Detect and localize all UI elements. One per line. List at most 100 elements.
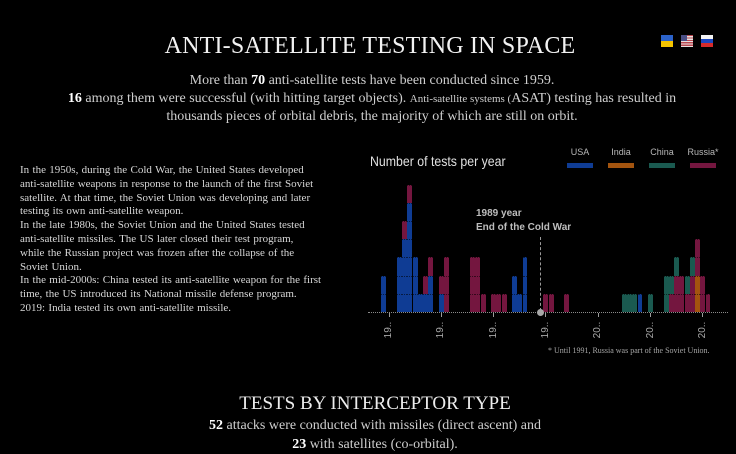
bar-segment-russia <box>480 293 486 312</box>
bar-segment-china <box>663 293 669 312</box>
history-line: In the late 1980s, the Soviet Union and … <box>20 219 305 232</box>
bar-segment-usa <box>428 293 434 312</box>
interceptor-line-2: 23 with satellites (co-orbital). <box>0 435 736 454</box>
bar-segment-russia <box>491 293 497 312</box>
bar-segment-usa <box>522 293 528 312</box>
bar-segment-usa <box>381 275 387 294</box>
x-tick-label: 19.. <box>539 321 551 339</box>
bar-segment-usa <box>407 239 413 258</box>
bar-segment-china <box>689 257 695 276</box>
bar-segment-usa <box>423 293 429 312</box>
x-axis-line <box>368 312 728 313</box>
legend-swatch-icon <box>608 163 634 168</box>
bar-segment-usa <box>407 275 413 294</box>
bar-segment-usa <box>381 293 387 312</box>
cold-war-annotation: 1989 year End of the Cold War <box>476 207 571 235</box>
bar-segment-russia <box>674 293 680 312</box>
bar-segment-russia <box>689 293 695 312</box>
interceptor-section-title: TESTS BY INTERCEPTOR TYPE <box>239 393 511 414</box>
cold-war-end-marker-dot <box>537 309 544 316</box>
intro-text-small: Anti-satellite systems ( <box>409 92 512 105</box>
history-line: In the 1950s, during the Cold War, the U… <box>20 164 304 176</box>
bar-segment-russia <box>402 221 408 240</box>
bar-segment-russia <box>700 293 706 312</box>
bar-segment-russia <box>695 239 700 258</box>
bar-segment-usa <box>407 257 413 276</box>
bar-segment-usa <box>512 275 517 294</box>
intro-line-2: 16 among them were successful (with hitt… <box>0 90 736 109</box>
bar-segment-usa <box>397 293 402 312</box>
bar-segment-usa <box>438 293 444 312</box>
x-tick-mark <box>650 313 651 317</box>
bar-segment-china <box>632 293 638 312</box>
history-line: satellite. At that time, the Soviet Unio… <box>20 191 311 204</box>
bar-segment-usa <box>407 202 413 221</box>
intro-text-segment: among them were successful (with hitting… <box>81 90 410 106</box>
satellite-attacks-count: 23 <box>292 437 307 452</box>
page-title: ANTI-SATELLITE TESTING IN SPACE <box>164 33 576 59</box>
bar-segment-china <box>648 293 653 312</box>
x-tick-mark <box>702 313 704 317</box>
ukraine-flag-icon[interactable] <box>661 35 673 47</box>
bar-segment-russia <box>695 257 700 276</box>
x-tick-mark <box>440 313 442 317</box>
chart-title: Number of tests per year <box>370 153 506 169</box>
bar-segment-usa <box>412 275 418 294</box>
history-line: Soviet Union. <box>20 260 82 273</box>
bar-segment-russia <box>679 275 685 294</box>
x-tick-label: 20.. <box>592 321 604 339</box>
bar-segment-russia <box>470 275 476 294</box>
bar-segment-usa <box>417 293 423 312</box>
x-tick-label: 20.. <box>696 321 708 339</box>
intro-line-1: More than 70 anti-satellite tests have b… <box>0 72 736 90</box>
interceptor-text: with satellites (co-orbital). <box>306 437 458 452</box>
legend-swatch-icon <box>649 163 675 168</box>
bar-segment-china <box>621 293 627 312</box>
bar-segment-usa <box>412 257 418 276</box>
bar-segment-china <box>684 275 690 294</box>
x-tick-mark <box>597 313 599 317</box>
x-tick-mark <box>493 313 495 317</box>
bar-segment-russia <box>475 293 481 312</box>
bar-segment-china <box>674 257 680 276</box>
intro-line-3: thousands pieces of orbital debris, the … <box>166 109 578 124</box>
bar-segment-russia <box>543 293 549 312</box>
bar-segment-russia <box>548 293 554 312</box>
usa-flag-icon[interactable] <box>681 35 693 47</box>
bar-segment-russia <box>501 293 507 312</box>
intro-text: More than 70 anti-satellite tests have b… <box>0 72 736 126</box>
interceptor-line-1: 52 attacks were conducted with missiles … <box>0 416 736 435</box>
bar-segment-usa <box>412 293 418 312</box>
legend-item-china: China <box>647 147 677 168</box>
bar-segment-china <box>627 293 633 312</box>
annotation-text: End of the Cold War <box>476 222 572 233</box>
bar-segment-russia <box>700 275 706 294</box>
legend-label: Russia* <box>687 147 719 157</box>
total-tests-count: 70 <box>251 73 266 88</box>
bar-segment-russia <box>444 293 449 312</box>
x-tick-label: 19.. <box>487 321 499 339</box>
intro-text-segment: anti-satellite tests have been conducted… <box>265 73 555 88</box>
bar-segment-usa <box>522 275 528 294</box>
legend-label: China <box>650 147 674 157</box>
russia-flag-icon[interactable] <box>701 35 713 47</box>
legend-swatch-icon <box>567 163 593 168</box>
x-tick-mark <box>388 313 390 317</box>
bar-segment-usa <box>522 257 528 276</box>
bar-segment-russia <box>564 293 570 312</box>
legend-swatch-icon <box>690 163 716 168</box>
bar-segment-usa <box>397 257 402 276</box>
bar-segment-china <box>668 275 674 294</box>
bar-segment-usa <box>517 293 523 312</box>
intro-text-segment: ASAT) testing has resulted in <box>511 90 677 106</box>
history-line: time, the US introduced its National mis… <box>20 288 297 301</box>
bar-segment-russia <box>674 275 680 294</box>
interceptor-section: TESTS BY INTERCEPTOR TYPE 52 attacks wer… <box>0 392 736 454</box>
interceptor-text: attacks were conducted with missiles (di… <box>223 418 542 433</box>
history-line: 2019: India tested its own anti-satellit… <box>20 301 232 314</box>
history-line: testing its own anti-satellite weapon. <box>20 205 184 218</box>
bar-segment-russia <box>470 257 476 276</box>
bar-segment-india <box>695 293 700 312</box>
bar-segment-russia <box>438 275 444 294</box>
bar-segment-russia <box>475 257 481 276</box>
